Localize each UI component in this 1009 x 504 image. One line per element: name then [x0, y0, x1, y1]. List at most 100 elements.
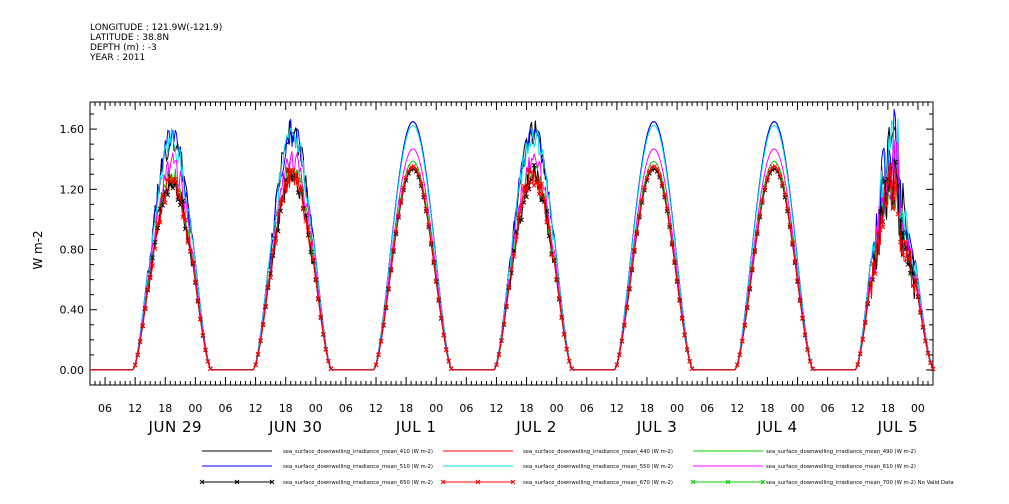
- x-hour-tick-label: 00: [188, 402, 202, 415]
- x-day-label: JUL 3: [636, 418, 678, 436]
- series-marker-7: [303, 218, 309, 224]
- series-marker-7: [802, 332, 808, 338]
- x-day-label: JUN 30: [268, 418, 322, 436]
- series-marker-7: [270, 247, 276, 253]
- x-hour-tick-label: 06: [821, 402, 835, 415]
- series-marker-7: [320, 331, 326, 337]
- x-hour-tick-label: 18: [881, 402, 895, 415]
- legend-label-1: sea_surface_downwelling_irradiance_mean_…: [523, 449, 673, 455]
- series-marker-7: [175, 187, 181, 193]
- series-marker-7: [140, 323, 146, 328]
- series-marker-7: [862, 319, 868, 325]
- series-line-4: [90, 118, 934, 371]
- legend-marker-8: [725, 479, 731, 485]
- series-marker-7: [787, 222, 793, 228]
- series-marker-7: [300, 206, 306, 212]
- x-hour-tick-label: 18: [279, 402, 293, 415]
- series-marker-7: [494, 362, 499, 368]
- series-marker-7: [268, 275, 273, 281]
- series-marker-6: [182, 226, 188, 232]
- series-marker-7: [318, 314, 324, 320]
- series-marker-7: [388, 266, 394, 272]
- series-marker-7: [406, 168, 411, 174]
- series-marker-7: [682, 332, 687, 338]
- series-marker-7: [744, 304, 750, 310]
- series-marker-7: [561, 331, 567, 337]
- series-marker-7: [275, 211, 281, 216]
- x-hour-tick-label: 18: [158, 402, 172, 415]
- series-marker-7: [549, 252, 554, 258]
- series-marker-7: [885, 181, 891, 187]
- series-marker-7: [913, 277, 918, 283]
- series-marker-7: [255, 351, 261, 357]
- series-marker-7: [433, 278, 439, 283]
- series-marker-7: [280, 198, 286, 204]
- series-marker-7: [674, 278, 680, 283]
- series-marker-7: [742, 322, 748, 328]
- x-hour-tick-label: 18: [760, 402, 774, 415]
- series-marker-6: [905, 262, 911, 267]
- series-marker-7: [438, 315, 444, 321]
- x-hour-tick-label: 00: [911, 402, 925, 415]
- legend-label-8: sea_surface_downwelling_irradiance_mean_…: [766, 480, 954, 486]
- series-marker-6: [519, 217, 524, 223]
- series-marker-7: [398, 198, 404, 203]
- series-marker-7: [797, 297, 803, 302]
- series-marker-6: [308, 249, 314, 255]
- series-marker-7: [642, 185, 647, 191]
- series-marker-7: [687, 358, 692, 364]
- series-marker-7: [629, 266, 635, 272]
- series-marker-7: [765, 175, 770, 181]
- series-marker-7: [619, 338, 625, 344]
- series-marker-7: [739, 338, 745, 344]
- series-marker-7: [795, 278, 800, 283]
- series-marker-7: [145, 286, 151, 292]
- series-marker-6: [900, 230, 906, 235]
- series-marker-7: [890, 206, 896, 211]
- series-marker-7: [639, 198, 645, 203]
- x-hour-tick-label: 00: [670, 402, 684, 415]
- series-marker-7: [165, 177, 171, 183]
- legend-marker-8: [690, 479, 696, 485]
- series-marker-7: [637, 212, 642, 218]
- series-marker-7: [539, 181, 544, 187]
- series-marker-7: [855, 362, 861, 367]
- series-marker-7: [534, 180, 539, 186]
- series-marker-7: [182, 217, 188, 223]
- series-marker-7: [258, 338, 263, 343]
- series-marker-6: [165, 192, 171, 198]
- series-marker-7: [381, 322, 386, 328]
- series-marker-7: [865, 300, 871, 306]
- series-marker-7: [757, 212, 763, 218]
- legend-label-0: sea_surface_downwelling_irradiance_mean_…: [283, 449, 433, 455]
- series-marker-7: [810, 366, 815, 372]
- series-marker-7: [734, 362, 740, 368]
- x-hour-tick-label: 00: [791, 402, 805, 415]
- x-hour-tick-label: 12: [851, 402, 865, 415]
- series-marker-7: [323, 346, 329, 352]
- series-marker-7: [519, 203, 524, 209]
- series-marker-7: [669, 240, 675, 246]
- x-hour-tick-label: 00: [309, 402, 323, 415]
- series-marker-7: [506, 284, 512, 290]
- series-marker-7: [870, 261, 876, 267]
- series-marker-7: [516, 212, 522, 217]
- x-day-label: JUL 5: [877, 418, 919, 436]
- series-marker-7: [310, 257, 316, 262]
- series-marker-7: [898, 239, 903, 245]
- series-marker-7: [524, 184, 529, 190]
- series-marker-6: [305, 232, 311, 238]
- series-marker-7: [265, 284, 271, 290]
- series-marker-7: [529, 169, 534, 175]
- series-marker-7: [895, 211, 901, 217]
- series-marker-7: [760, 198, 765, 203]
- y-tick-label: 0.00: [60, 364, 85, 377]
- series-marker-7: [867, 280, 873, 286]
- series-marker-7: [689, 366, 695, 372]
- y-tick-label: 0.40: [60, 304, 85, 317]
- series-marker-7: [298, 186, 304, 192]
- series-marker-7: [654, 166, 660, 172]
- header-year: YEAR : 2011: [90, 53, 146, 63]
- series-marker-7: [263, 303, 268, 309]
